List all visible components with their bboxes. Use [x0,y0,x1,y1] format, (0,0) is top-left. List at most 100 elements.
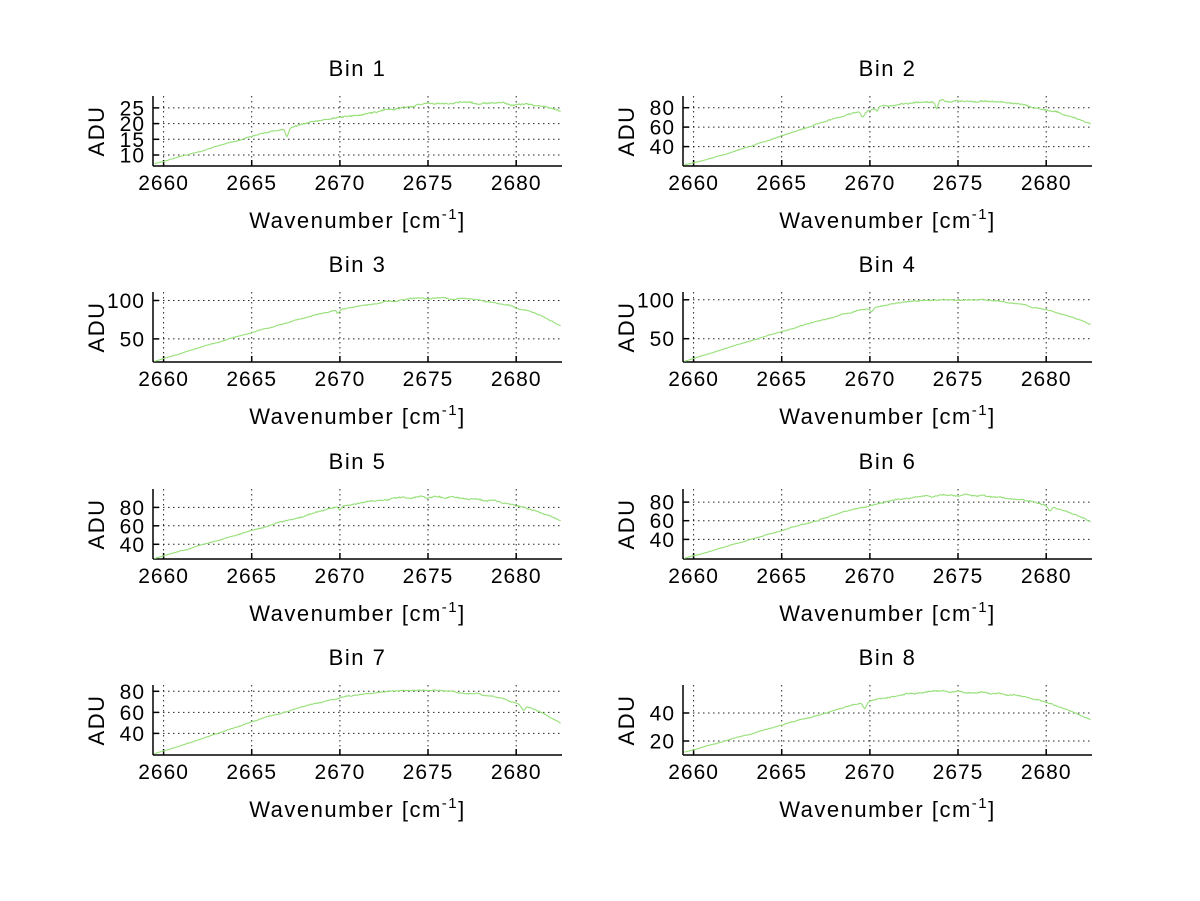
subplot-bin-8: Bin 8 ADU Wavenumber [cm-1] 2660 2665 2670… [614,645,1092,822]
x-axis-label: Wavenumber [cm-1] [779,402,996,429]
x-tick-label: 2665 [756,172,807,195]
x-axis-label: Wavenumber [cm-1] [249,795,466,822]
series-line [154,495,561,559]
y-axis-label: ADU [84,106,109,157]
y-axis-label: ADU [84,302,109,353]
y-tick-label: 40 [650,703,675,726]
y-tick-label: 50 [120,328,145,351]
series-line [684,98,1091,166]
y-tick-label: 10 [120,145,145,168]
y-tick-label: 40 [120,534,145,557]
x-tick-label: 2665 [226,172,277,195]
x-tick-label: 2665 [756,565,807,588]
x-tick-label: 2675 [933,368,984,391]
y-tick-label: 60 [650,117,675,140]
x-tick-label: 2665 [226,565,277,588]
x-axis-label: Wavenumber [cm-1] [249,206,466,233]
x-tick-label: 2675 [403,761,454,784]
subplot-title: Bin 7 [329,645,387,670]
series-line [684,493,1091,559]
x-tick-label: 2670 [315,565,366,588]
x-tick-label: 2660 [668,761,719,784]
x-tick-label: 2675 [403,565,454,588]
subplot-bin-1: Bin 1 ADU Wavenumber [cm-1] 2660 2665 2670… [84,56,562,233]
x-tick-label: 2675 [933,172,984,195]
subplot-title: Bin 5 [329,449,387,474]
x-tick-label: 2680 [491,565,542,588]
subplot-bin-5: Bin 5 ADU Wavenumber [cm-1] 2660 2665 2670… [84,449,562,626]
y-tick-label: 60 [650,510,675,533]
x-tick-label: 2680 [491,172,542,195]
y-tick-label: 20 [650,731,675,754]
x-tick-label: 2680 [1021,172,1072,195]
subplot-title: Bin 4 [859,252,917,277]
x-tick-label: 2660 [138,565,189,588]
subplot-bin-4: Bin 4 ADU Wavenumber [cm-1] 2660 2665 2670… [614,252,1092,429]
y-axis-label: ADU [614,499,639,550]
x-tick-label: 2660 [138,368,189,391]
x-tick-label: 2665 [756,761,807,784]
y-tick-label: 60 [120,515,145,538]
x-tick-label: 2665 [756,368,807,391]
y-tick-label: 60 [120,702,145,725]
subplot-title: Bin 3 [329,252,387,277]
x-tick-label: 2670 [845,565,896,588]
subplot-bin-3: Bin 3 ADU Wavenumber [cm-1] 2660 2665 2670… [84,252,562,429]
subplot-bin-7: Bin 7 ADU Wavenumber [cm-1] 2660 2665 2670… [84,645,562,822]
series-line [684,689,1091,753]
y-tick-label: 100 [637,289,675,312]
subplot-title: Bin 2 [859,56,917,81]
series-line [154,689,561,754]
y-tick-label: 100 [107,290,145,313]
x-axis-label: Wavenumber [cm-1] [249,402,466,429]
subplot-title: Bin 1 [329,56,387,81]
y-axis-label: ADU [614,695,639,746]
x-tick-label: 2670 [315,761,366,784]
plot-area: 2660 2665 2670 2675 2680 50 100 [107,290,562,391]
y-tick-label: 40 [650,529,675,552]
y-tick-label: 80 [120,497,145,520]
x-tick-label: 2675 [403,172,454,195]
x-tick-label: 2680 [1021,565,1072,588]
y-axis-label: ADU [614,302,639,353]
subplot-title: Bin 6 [859,449,917,474]
plot-area: 2660 2665 2670 2675 2680 50 100 [637,289,1092,391]
x-tick-label: 2665 [226,368,277,391]
x-tick-label: 2670 [845,172,896,195]
subplot-bin-6: Bin 6 ADU Wavenumber [cm-1] 2660 2665 2670… [614,449,1092,626]
x-axis-label: Wavenumber [cm-1] [779,599,996,626]
x-tick-label: 2670 [845,368,896,391]
y-tick-label: 80 [650,492,675,515]
x-tick-label: 2680 [1021,761,1072,784]
x-tick-label: 2675 [403,368,454,391]
x-axis-label: Wavenumber [cm-1] [249,599,466,626]
x-tick-label: 2680 [491,368,542,391]
x-tick-label: 2665 [226,761,277,784]
x-tick-label: 2660 [138,172,189,195]
y-tick-label: 80 [120,681,145,704]
y-axis-label: ADU [84,695,109,746]
x-tick-label: 2670 [315,368,366,391]
y-tick-label: 80 [650,97,675,120]
series-line [154,296,561,362]
subplot-bin-2: Bin 2 ADU Wavenumber [cm-1] 2660 2665 2670… [614,56,1092,233]
y-tick-label: 40 [650,136,675,159]
x-tick-label: 2660 [668,368,719,391]
y-axis-label: ADU [84,499,109,550]
x-tick-label: 2660 [138,761,189,784]
y-tick-label: 25 [120,97,145,120]
plot-area: 2660 2665 2670 2675 2680 20 40 [650,685,1092,784]
y-tick-label: 20 [120,113,145,136]
y-tick-label: 50 [650,328,675,351]
x-tick-label: 2670 [845,761,896,784]
x-tick-label: 2660 [668,172,719,195]
subplot-title: Bin 8 [859,645,917,670]
x-tick-label: 2660 [668,565,719,588]
x-axis-label: Wavenumber [cm-1] [779,206,996,233]
series-line [154,100,561,165]
y-axis-label: ADU [614,106,639,157]
